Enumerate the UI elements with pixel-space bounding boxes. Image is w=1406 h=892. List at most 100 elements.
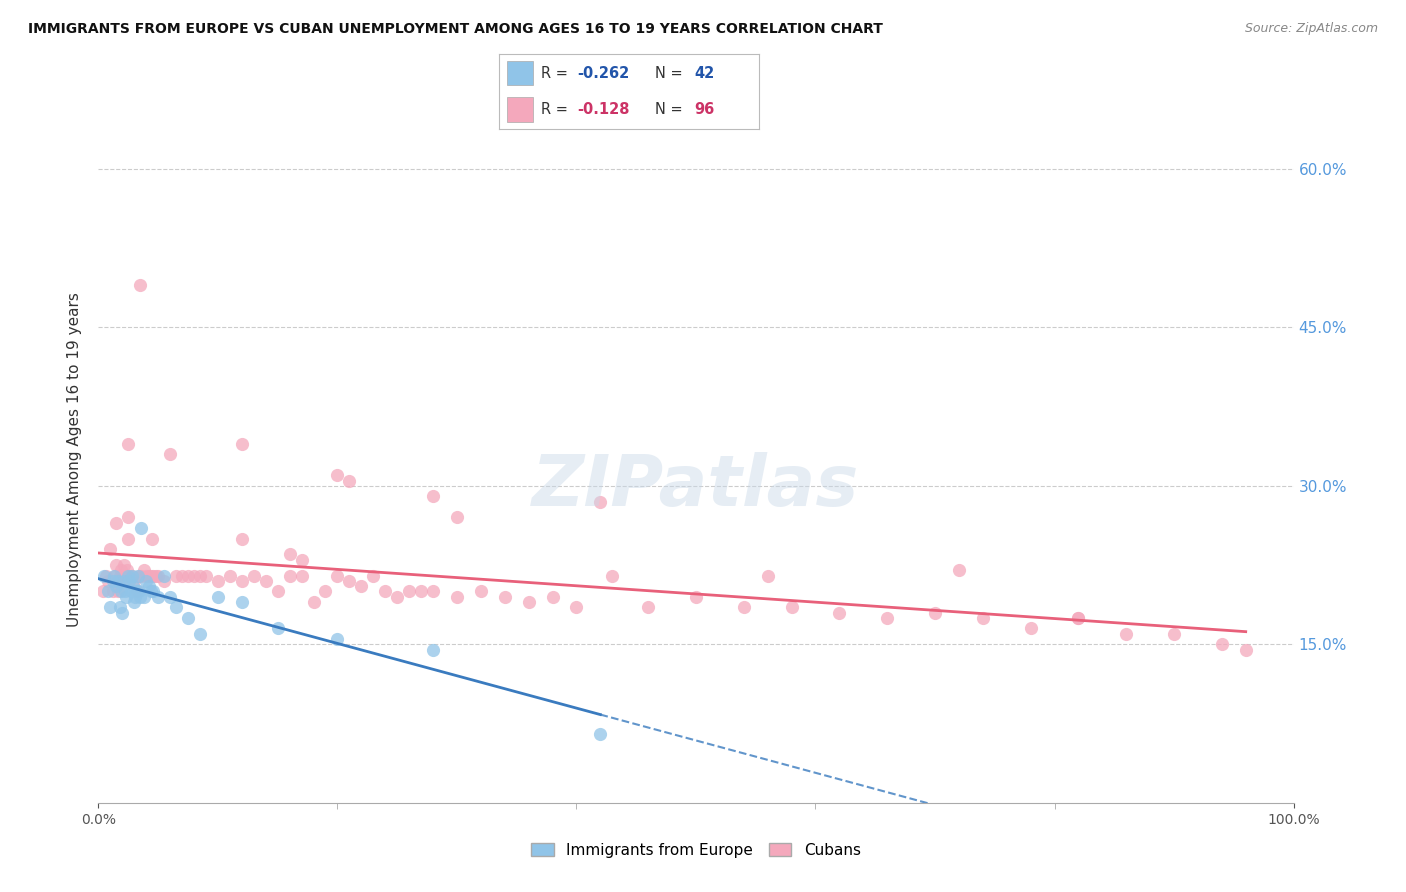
Point [118, 574, 141, 588]
Point [302, 595, 325, 609]
Point [267, 584, 290, 599]
Point [93, 568, 115, 582]
Point [924, 606, 946, 620]
Point [589, 727, 612, 741]
Point [972, 611, 994, 625]
Point [231, 436, 253, 450]
Point [422, 642, 444, 657]
Point [339, 474, 361, 488]
Point [98, 542, 122, 557]
Point [101, 584, 124, 599]
Point [97, 584, 120, 599]
Point [446, 510, 468, 524]
Text: -0.128: -0.128 [578, 102, 630, 117]
Point [188, 626, 211, 640]
Point [153, 568, 176, 582]
Point [94, 568, 117, 582]
Point [374, 584, 396, 599]
Point [97, 574, 120, 588]
Point [105, 516, 128, 530]
Point [148, 590, 170, 604]
Point [125, 584, 148, 599]
Point [637, 600, 659, 615]
Point [108, 600, 131, 615]
Point [117, 436, 139, 450]
Point [159, 447, 181, 461]
Text: -0.262: -0.262 [578, 66, 630, 81]
Point [145, 568, 167, 582]
Point [91, 584, 114, 599]
Text: R =: R = [541, 66, 572, 81]
Point [446, 590, 468, 604]
Point [470, 584, 492, 599]
Point [111, 568, 134, 582]
Point [278, 548, 301, 562]
Legend: Immigrants from Europe, Cubans: Immigrants from Europe, Cubans [526, 837, 866, 863]
Point [114, 574, 136, 588]
Text: N =: N = [655, 66, 688, 81]
Point [422, 489, 444, 503]
Point [207, 590, 229, 604]
Text: ZIPatlas: ZIPatlas [533, 452, 859, 521]
Point [107, 584, 129, 599]
Point [138, 579, 160, 593]
Point [517, 595, 540, 609]
Point [141, 532, 163, 546]
Point [291, 568, 314, 582]
Point [139, 568, 162, 582]
Point [195, 568, 218, 582]
Point [132, 590, 155, 604]
Point [117, 532, 139, 546]
Text: IMMIGRANTS FROM EUROPE VS CUBAN UNEMPLOYMENT AMONG AGES 16 TO 19 YEARS CORRELATI: IMMIGRANTS FROM EUROPE VS CUBAN UNEMPLOY… [28, 22, 883, 37]
Point [135, 568, 157, 582]
Point [105, 558, 128, 572]
Point [411, 584, 433, 599]
Point [685, 590, 707, 604]
Text: 96: 96 [695, 102, 714, 117]
Point [1067, 611, 1090, 625]
Point [1211, 637, 1233, 651]
Point [756, 568, 779, 582]
Point [112, 574, 135, 588]
Point [828, 606, 851, 620]
Point [243, 568, 266, 582]
Point [177, 568, 200, 582]
Point [876, 611, 898, 625]
Point [124, 595, 146, 609]
Point [115, 590, 138, 604]
Point [326, 568, 349, 582]
Point [128, 584, 150, 599]
Point [183, 568, 205, 582]
Point [780, 600, 803, 615]
Point [1019, 622, 1042, 636]
Point [127, 568, 149, 582]
Point [129, 278, 152, 293]
Point [148, 568, 170, 582]
Point [267, 622, 290, 636]
Point [541, 590, 564, 604]
Text: Source: ZipAtlas.com: Source: ZipAtlas.com [1244, 22, 1378, 36]
Point [172, 568, 194, 582]
Point [602, 568, 624, 582]
Point [188, 568, 211, 582]
Point [121, 568, 143, 582]
Point [254, 574, 277, 588]
Point [326, 468, 349, 483]
Point [124, 574, 146, 588]
Text: N =: N = [655, 102, 688, 117]
FancyBboxPatch shape [508, 62, 533, 86]
Point [363, 568, 385, 582]
Point [114, 584, 136, 599]
Point [121, 568, 143, 582]
Point [135, 574, 157, 588]
Point [153, 574, 176, 588]
Point [128, 568, 150, 582]
Point [125, 584, 148, 599]
Point [1163, 626, 1185, 640]
Point [231, 595, 253, 609]
Point [159, 590, 181, 604]
Point [115, 568, 138, 582]
Point [110, 563, 132, 577]
Point [117, 510, 139, 524]
Point [124, 590, 146, 604]
